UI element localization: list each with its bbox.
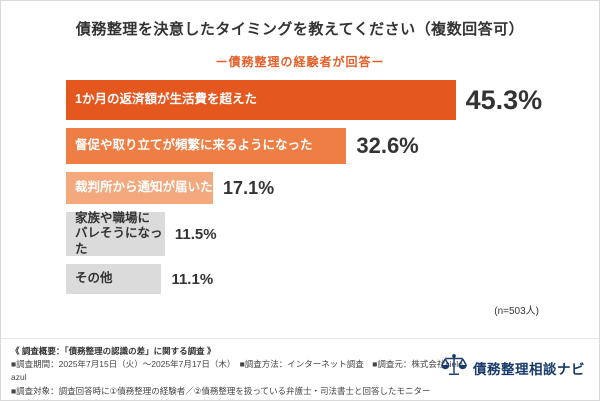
bar-value-label: 45.3% bbox=[465, 84, 543, 115]
bar-category-label: その他 bbox=[75, 271, 113, 286]
bar-value-label: 11.1% bbox=[171, 270, 214, 288]
bar-row: 1か月の返済額が生活費を超えた 45.3% bbox=[66, 80, 579, 120]
bar-row: 裁判所から通知が届いた 17.1% bbox=[66, 172, 579, 204]
bar-chart: 1か月の返済額が生活費を超えた 45.3% 督促や取り立てが頻繁に来るようになっ… bbox=[66, 80, 579, 317]
bar-category-label: 家族や職場に バレそうになった bbox=[75, 210, 163, 256]
survey-detail-line: ■調査人数：1,004人（①503人／②501人） ■モニター提供元：PRIZM… bbox=[11, 398, 466, 400]
survey-footer: 《 調査概要：「債務整理の認識の差」に関する調査 》 ■調査期間：2025年7月… bbox=[1, 338, 599, 400]
survey-details: 《 調査概要：「債務整理の認識の差」に関する調査 》 ■調査期間：2025年7月… bbox=[11, 345, 466, 400]
bar-value-label: 11.5% bbox=[174, 225, 217, 243]
survey-detail-line: ■調査期間：2025年7月15日（火）～2025年7月17日（木） ■調査方法：… bbox=[11, 359, 463, 383]
brand-logo: 債務整理相談ナビ bbox=[440, 353, 585, 382]
bar-value-label: 32.6% bbox=[356, 133, 419, 158]
sample-size-note: (n=503人) bbox=[494, 306, 539, 317]
survey-overview-heading: 《 調査概要：「債務整理の認識の差」に関する調査 》 bbox=[11, 346, 216, 356]
bar-segment: 1か月の返済額が生活費を超えた bbox=[66, 80, 456, 120]
bar-segment: 家族や職場に バレそうになった bbox=[66, 210, 165, 256]
bar-category-label: 1か月の返済額が生活費を超えた bbox=[75, 92, 257, 107]
scales-icon bbox=[440, 353, 468, 382]
bar-segment: その他 bbox=[66, 264, 162, 294]
bar-segment: 督促や取り立てが頻繁に来るようになった bbox=[66, 128, 347, 164]
bar-segment: 裁判所から通知が届いた bbox=[66, 172, 214, 204]
bar-category-label: 督促や取り立てが頻繁に来るようになった bbox=[75, 138, 313, 153]
brand-logo-text: 債務整理相談ナビ bbox=[473, 361, 585, 377]
page-title: 債務整理を決意したタイミングを教えてください（複数回答可） bbox=[75, 21, 525, 38]
survey-detail-line: ■調査対象：調査回答時に①債務整理の経験者／②債務整理を扱っている弁護士・司法書… bbox=[11, 385, 431, 396]
bar-row: 督促や取り立てが頻繁に来るようになった 32.6% bbox=[66, 128, 579, 164]
bar-row: 家族や職場に バレそうになった 11.5% bbox=[66, 210, 579, 256]
chart-subtitle: ー債務整理の経験者が回答ー bbox=[215, 55, 385, 69]
bar-value-label: 17.1% bbox=[223, 177, 275, 198]
bar-category-label: 裁判所から通知が届いた bbox=[75, 180, 213, 195]
bar-row: その他 11.1% bbox=[66, 264, 579, 294]
